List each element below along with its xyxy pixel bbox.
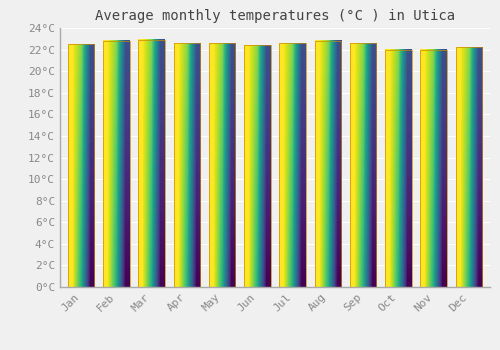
- Title: Average monthly temperatures (°C ) in Utica: Average monthly temperatures (°C ) in Ut…: [95, 9, 455, 23]
- Bar: [456, 48, 482, 287]
- Bar: [244, 45, 270, 287]
- Bar: [103, 41, 130, 287]
- Bar: [68, 44, 94, 287]
- Bar: [420, 50, 447, 287]
- Bar: [174, 43, 200, 287]
- Bar: [280, 43, 306, 287]
- Bar: [350, 43, 376, 287]
- Bar: [385, 50, 411, 287]
- Bar: [138, 40, 165, 287]
- Bar: [314, 41, 341, 287]
- Bar: [209, 43, 236, 287]
